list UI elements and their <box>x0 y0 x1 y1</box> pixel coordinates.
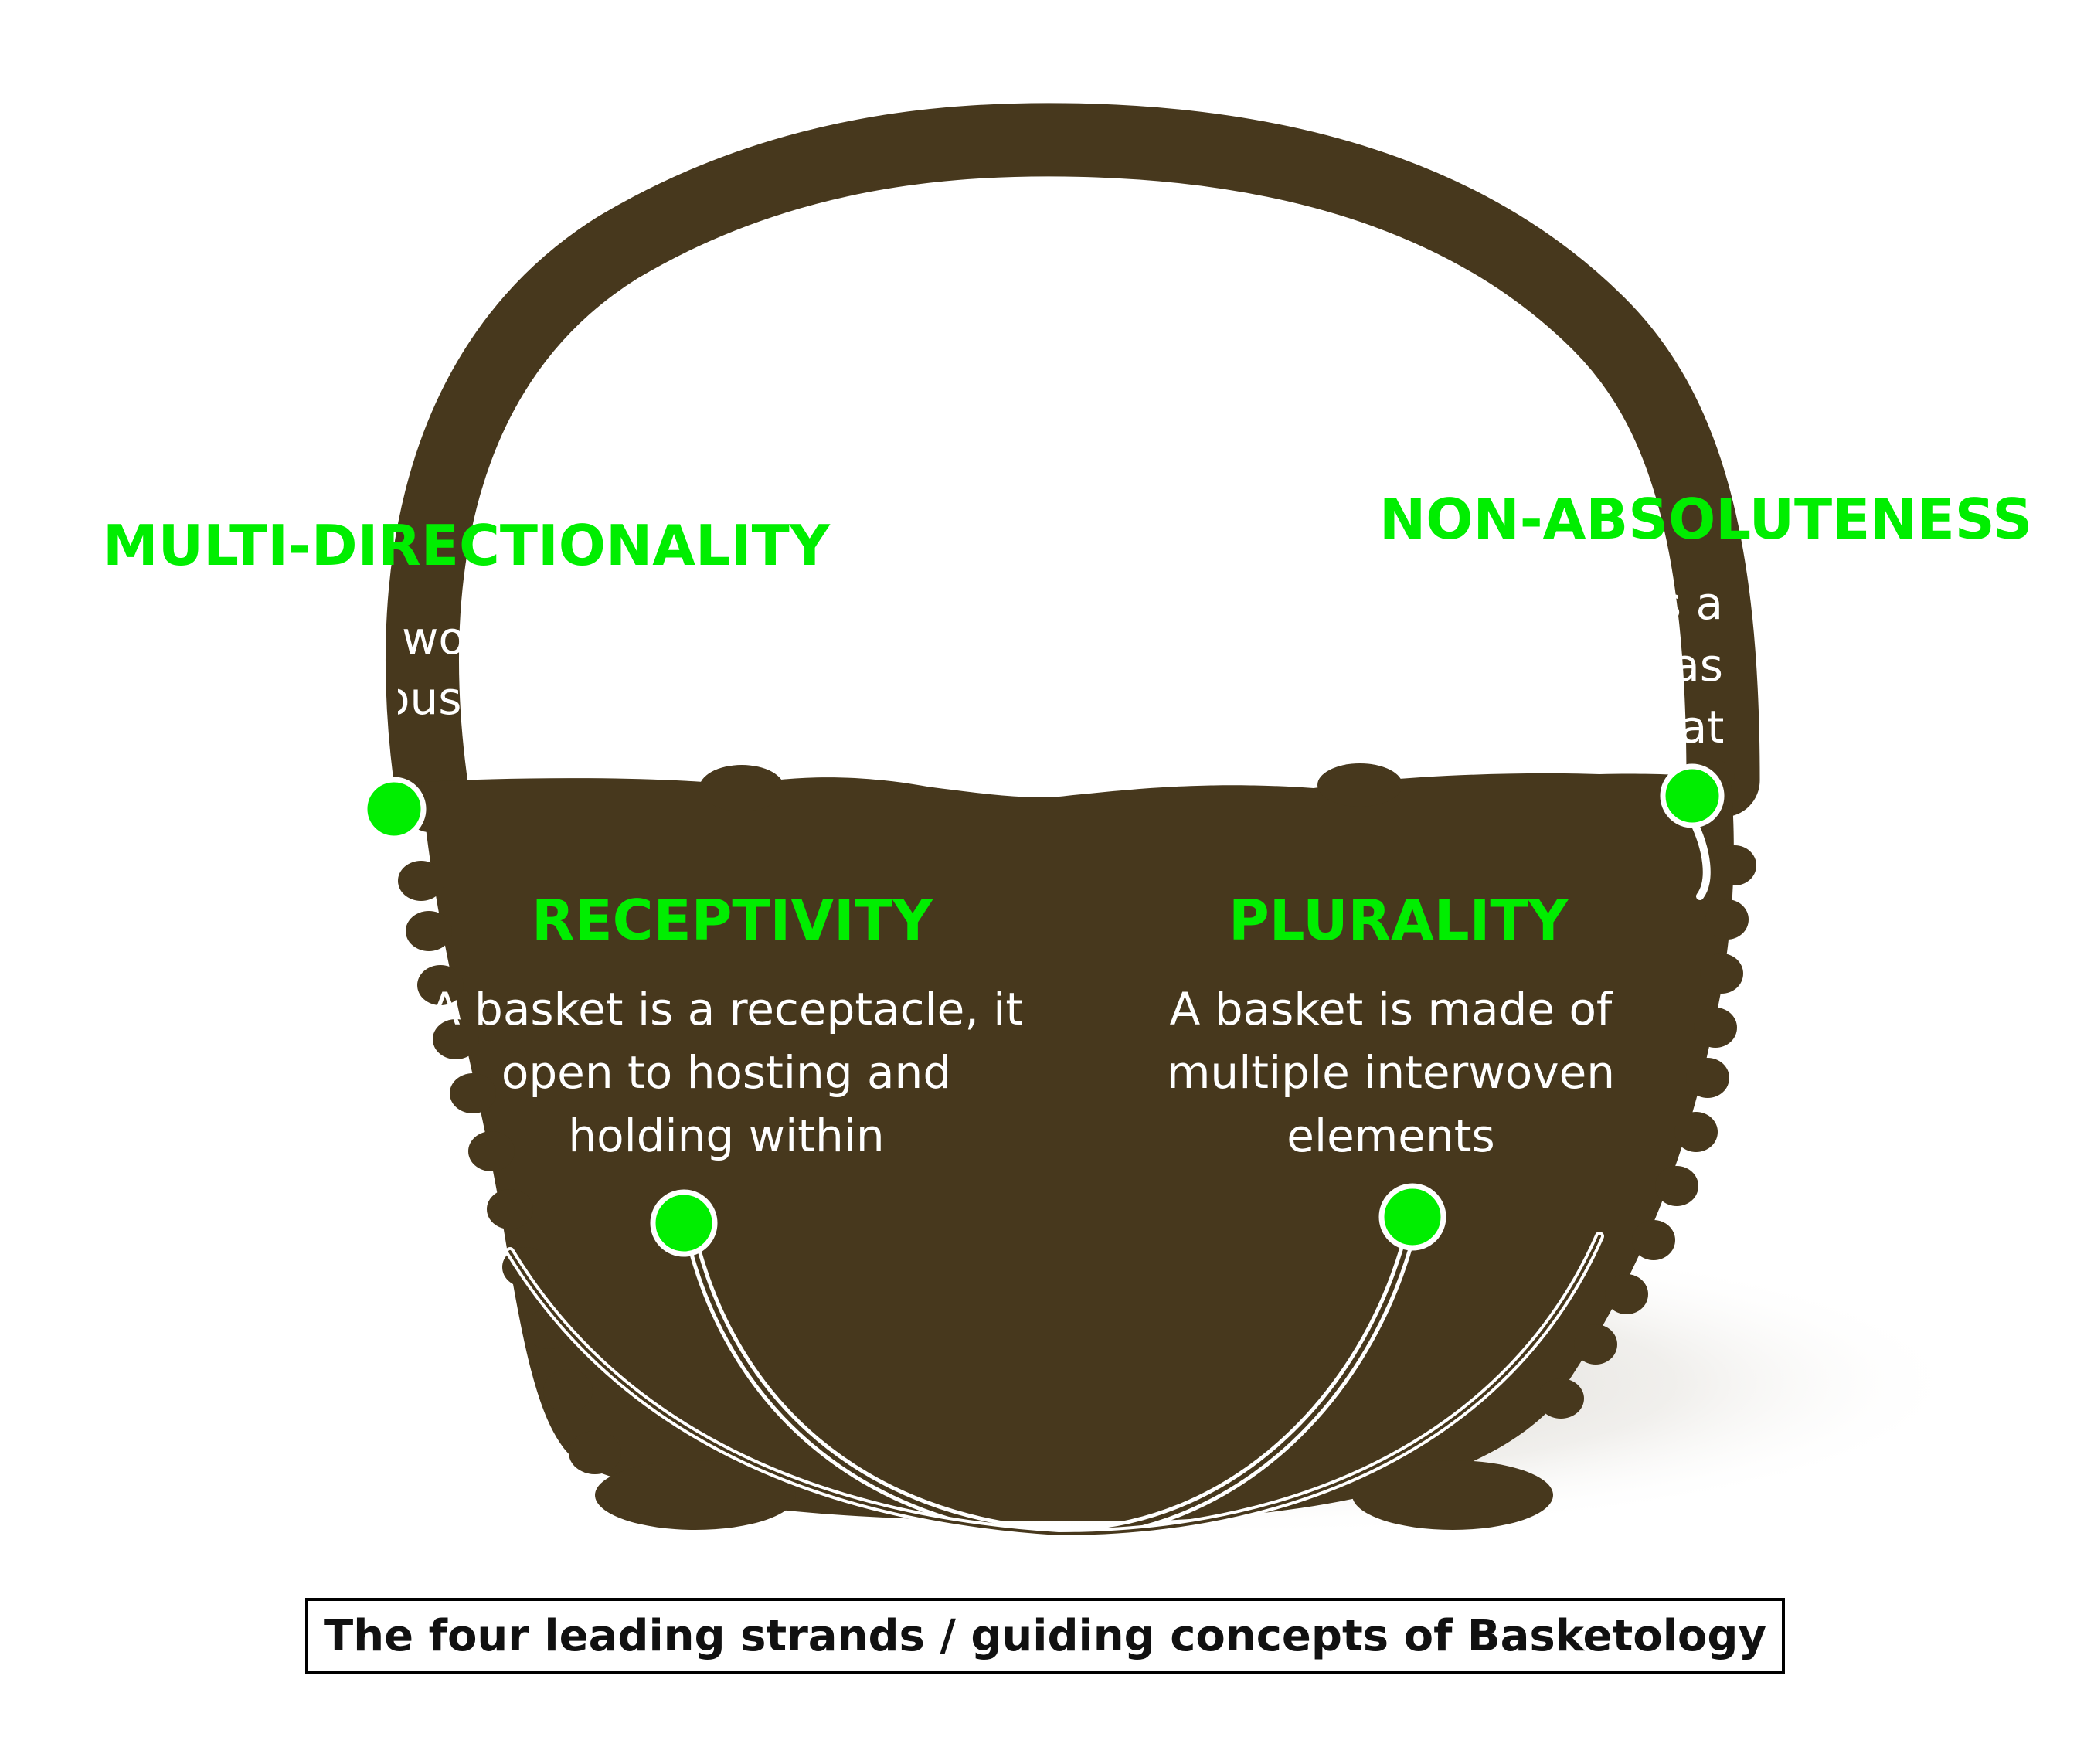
text-fragment: ous <box>398 672 462 725</box>
concept-text-plurality: A basket is made of multiple interwoven … <box>1113 977 1669 1168</box>
basket-foot-left <box>595 1460 796 1530</box>
text-line: multiple interwoven <box>1166 1046 1616 1099</box>
concept-title-multi-directionality: MULTI-DIRECTIONALITY <box>103 513 830 578</box>
text-line: open to hosting and <box>501 1046 952 1099</box>
marker-non-absoluteness <box>1660 763 1725 828</box>
caption: The four leading strands / guiding conce… <box>324 1610 1766 1661</box>
concept-title-receptivity: RECEPTIVITY <box>532 888 933 953</box>
concept-text-receptivity: A basket is a receptacle, it open to hos… <box>417 977 1035 1168</box>
text-line: holding within <box>568 1110 885 1162</box>
text-line: elements <box>1287 1110 1495 1162</box>
text-fragment: wo <box>402 612 466 664</box>
caption-box: The four leading strands / guiding conce… <box>305 1598 1785 1674</box>
text-line: A basket is a receptacle, it <box>429 983 1024 1035</box>
connecting-strands <box>505 815 1711 1541</box>
basket-foot-right <box>1352 1460 1553 1530</box>
marker-multi-directionality <box>362 777 427 841</box>
text-fragment: dat <box>1650 701 1723 753</box>
concept-text-non-absoluteness: as a e eas dat <box>1630 572 1723 757</box>
weave-bumps-right <box>1538 845 1756 1419</box>
marker-receptivity <box>650 1189 718 1257</box>
basket-body <box>421 773 1734 1521</box>
basket-handle <box>386 103 1760 833</box>
rim-knot <box>699 765 784 811</box>
marker-plurality <box>1378 1183 1446 1251</box>
weave-bumps-left <box>398 861 621 1474</box>
text-fragment: as a <box>1630 577 1723 630</box>
concept-text-multi-directionality: wo ous <box>398 607 475 730</box>
rim-knot <box>1317 763 1402 807</box>
text-line: A basket is made of <box>1169 983 1613 1035</box>
concept-title-non-absoluteness: NON-ABSOLUTENESS <box>1379 487 2033 552</box>
concept-title-plurality: PLURALITY <box>1229 888 1569 953</box>
text-fragment: e eas <box>1630 639 1723 692</box>
